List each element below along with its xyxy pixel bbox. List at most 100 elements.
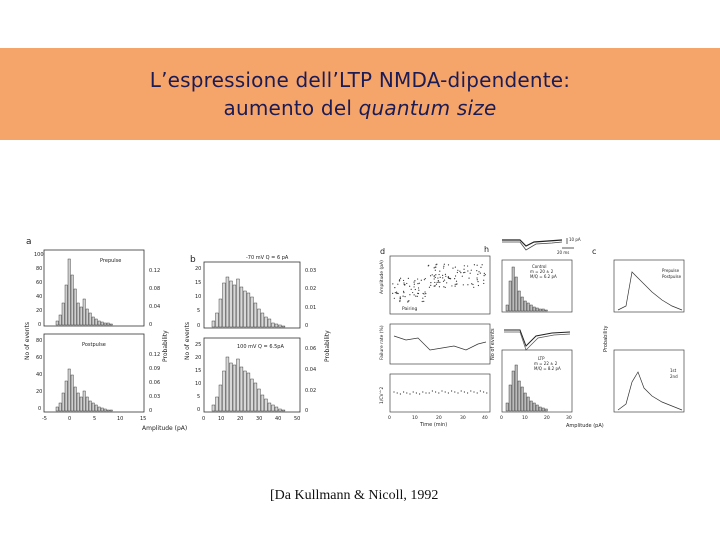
histogram-bar bbox=[526, 396, 530, 412]
histogram-bar bbox=[91, 316, 95, 326]
scatter-point bbox=[460, 272, 462, 274]
panel-c-top-curve bbox=[617, 271, 683, 311]
histogram-bar bbox=[73, 288, 77, 326]
cv-point bbox=[422, 391, 424, 393]
panel-h-scale-time: 20 ms bbox=[557, 250, 569, 255]
cv-point bbox=[476, 392, 478, 394]
scatter-point bbox=[424, 291, 426, 293]
scatter-point bbox=[435, 274, 437, 276]
histogram-bar bbox=[505, 402, 509, 412]
scatter-point bbox=[462, 284, 464, 286]
b-xtick-5: 50 bbox=[294, 416, 300, 422]
histogram-bar bbox=[218, 384, 223, 412]
scatter-point bbox=[431, 274, 433, 276]
cv-point bbox=[470, 390, 472, 392]
panel-letter-a: a bbox=[26, 237, 32, 247]
cv-point bbox=[431, 390, 433, 392]
scatter-point bbox=[433, 267, 435, 269]
panel-h-xlabel: Amplitude (pA) bbox=[566, 423, 604, 429]
histogram-bar bbox=[215, 396, 219, 412]
scatter-point bbox=[481, 264, 483, 266]
scatter-point bbox=[444, 286, 446, 289]
scatter-point bbox=[416, 295, 418, 297]
scatter-point bbox=[463, 268, 465, 270]
scatter-point bbox=[439, 276, 441, 278]
scatter-point bbox=[473, 286, 475, 288]
histogram-bar bbox=[520, 386, 524, 412]
panel-letter-h: h bbox=[484, 245, 489, 254]
histogram-bar bbox=[514, 364, 518, 412]
histogram-bar bbox=[246, 292, 251, 328]
scatter-point bbox=[473, 264, 476, 266]
scatter-point bbox=[433, 278, 435, 280]
b-xtick-1: 10 bbox=[218, 416, 224, 422]
scatter-point bbox=[392, 283, 394, 285]
scatter-point bbox=[443, 263, 445, 265]
scatter-point bbox=[394, 286, 396, 289]
panel-b-top-frame bbox=[203, 261, 301, 329]
histogram-bar bbox=[508, 280, 512, 312]
a-ytick-bottom-1: 20 bbox=[36, 389, 42, 395]
cv-point bbox=[396, 392, 398, 394]
histogram-bar bbox=[517, 290, 521, 312]
histogram-bar bbox=[239, 366, 244, 412]
scatter-point bbox=[483, 282, 485, 285]
panel-c-legend-post: Postpulse bbox=[662, 274, 682, 279]
scatter-point bbox=[433, 285, 435, 287]
panel-d-ylabel-mid: Failure rate (%) bbox=[379, 325, 385, 360]
b-ytick-top-0: 0 bbox=[197, 323, 200, 329]
histogram-bar bbox=[508, 384, 512, 412]
histogram-bar bbox=[222, 370, 226, 412]
scatter-point bbox=[463, 272, 465, 274]
histogram-bar bbox=[271, 322, 275, 328]
histogram-bar bbox=[541, 407, 545, 412]
scatter-point bbox=[407, 277, 409, 279]
cv-point bbox=[399, 393, 401, 395]
scatter-point bbox=[443, 279, 446, 281]
scatter-point bbox=[434, 269, 436, 271]
d-xtick-1: 10 bbox=[412, 415, 418, 421]
panel-h-ltp-m: m = 22 ± 2 bbox=[534, 361, 558, 366]
panel-d-bottom-frame bbox=[389, 373, 491, 413]
panel-d-xlabel: Time (min) bbox=[419, 422, 447, 428]
histogram-bar bbox=[243, 370, 247, 412]
scatter-point bbox=[407, 301, 409, 303]
b-xtick-3: 30 bbox=[256, 416, 262, 422]
scatter-point bbox=[483, 275, 485, 277]
scatter-point bbox=[430, 282, 432, 284]
panel-h-ltp: LTP bbox=[538, 356, 545, 361]
a-ytick-bottom-3: 60 bbox=[36, 355, 42, 361]
histogram-bar bbox=[82, 298, 86, 326]
scatter-point bbox=[446, 282, 448, 284]
scatter-point bbox=[469, 272, 471, 274]
scatter-point bbox=[449, 278, 452, 280]
scatter-point bbox=[418, 282, 420, 284]
histogram-bar bbox=[250, 296, 254, 328]
histogram-bar bbox=[76, 392, 80, 412]
citation: [Da Kullmann & Nicoll, 1992 bbox=[270, 488, 439, 503]
histogram-bar bbox=[109, 409, 113, 412]
scatter-point bbox=[447, 264, 450, 266]
figure-svg: a Prepulse 0.12 0.08 0.04 0 100 80 60 40… bbox=[24, 237, 685, 432]
scatter-point bbox=[445, 275, 447, 277]
histogram-bar bbox=[253, 302, 258, 328]
panel-b-bottom-label: 100 mV Q = 6.5pA bbox=[237, 344, 284, 350]
histogram-bar bbox=[532, 402, 536, 412]
histogram-bar bbox=[70, 374, 74, 412]
cv-point bbox=[444, 391, 446, 393]
scatter-point bbox=[433, 275, 435, 277]
cv-point bbox=[438, 392, 440, 394]
scatter-point bbox=[443, 265, 445, 267]
scatter-point bbox=[434, 285, 436, 287]
scatter-point bbox=[454, 266, 456, 268]
a-ytick-bottom-4: 80 bbox=[36, 338, 42, 344]
histogram-bar bbox=[260, 312, 265, 328]
b-xtick-2: 20 bbox=[237, 416, 243, 422]
histogram-bar bbox=[67, 258, 71, 326]
scatter-point bbox=[451, 285, 453, 287]
histogram-bar bbox=[211, 404, 216, 412]
scatter-point bbox=[442, 267, 445, 269]
histogram-bar bbox=[106, 409, 110, 412]
b-ytick-bottom-5: 25 bbox=[195, 342, 201, 348]
a-xtick-3: 10 bbox=[117, 416, 123, 422]
